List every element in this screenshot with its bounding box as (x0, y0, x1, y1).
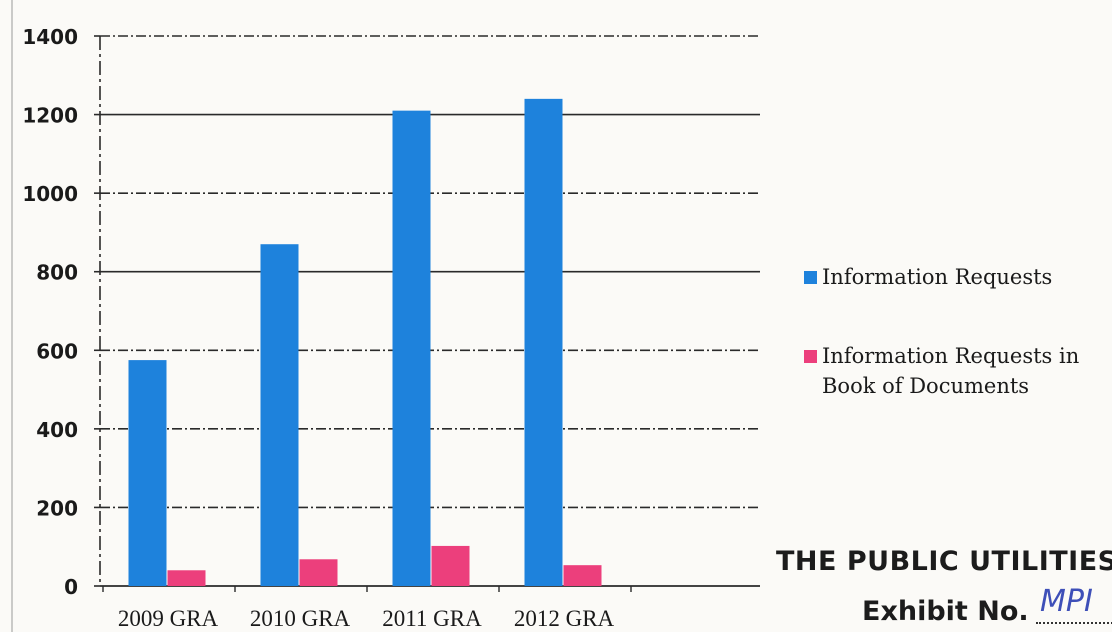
legend-swatch-pink (804, 350, 817, 363)
bar-information-requests-book (167, 570, 206, 586)
tick-labels: 0 200 400 600 800 1000 1200 1400 2009 GRA 2010 GR… (22, 25, 614, 631)
stamp-exhibit-label: Exhibit No. (862, 596, 1029, 627)
x-tick-label: 2009 GRA (118, 606, 219, 631)
bar-information-requests-book (431, 545, 470, 586)
bar-information-requests (128, 360, 167, 586)
bar-information-requests (524, 98, 563, 586)
stamp-title: THE PUBLIC UTILITIES (776, 546, 1112, 577)
x-tick-label: 2011 GRA (382, 606, 482, 631)
x-tick-label: 2012 GRA (514, 606, 615, 631)
y-tick-label: 1400 (22, 25, 78, 49)
y-tick-label: 0 (64, 575, 78, 599)
x-tick-label: 2010 GRA (250, 606, 351, 631)
stamp-dotted-line (1036, 622, 1112, 624)
bars (128, 98, 602, 587)
legend-swatch-blue (804, 271, 817, 284)
axes (11, 0, 760, 632)
stamp-handwritten-signature: MPI (1040, 584, 1093, 619)
legend-item-information-requests: Information Requests (804, 262, 1052, 292)
y-tick-label: 1200 (22, 104, 78, 128)
bar-information-requests-book (299, 559, 338, 586)
bar-information-requests (260, 244, 299, 586)
legend-label: Information Requests in Book of Document… (822, 344, 1080, 398)
y-tick-label: 600 (36, 339, 78, 363)
y-tick-label: 400 (36, 418, 78, 442)
bar-information-requests-book (563, 565, 602, 586)
y-tick-label: 800 (36, 261, 78, 285)
bar-information-requests (392, 110, 431, 587)
y-tick-label: 200 (36, 496, 78, 520)
y-tick-label: 1000 (22, 182, 78, 206)
legend-label: Information Requests (822, 265, 1053, 289)
legend-item-information-requests-book: Information Requests in Book of Document… (804, 341, 1104, 401)
